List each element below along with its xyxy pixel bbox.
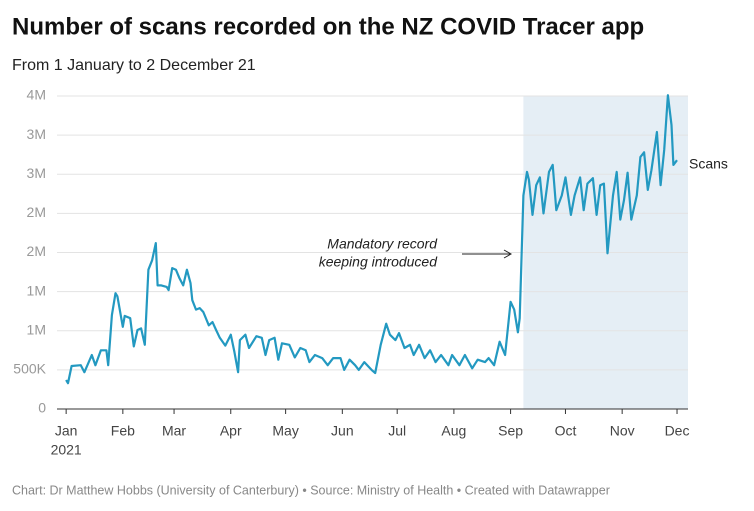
x-tick-label: Apr bbox=[220, 423, 242, 439]
y-tick-label: 3M bbox=[27, 165, 46, 181]
x-tick-label: Jun bbox=[331, 423, 354, 439]
x-tick-label: Mar bbox=[162, 423, 186, 439]
x-tick-label: Feb bbox=[111, 423, 135, 439]
annotation-text: Mandatory record bbox=[327, 236, 438, 252]
y-tick-label: 1M bbox=[27, 282, 46, 298]
x-tick-label: Sep bbox=[498, 423, 523, 439]
x-year-label: 2021 bbox=[51, 442, 82, 458]
x-tick-label: Oct bbox=[555, 423, 577, 439]
chart-title: Number of scans recorded on the NZ COVID… bbox=[12, 13, 644, 40]
y-tick-label: 1M bbox=[27, 321, 46, 337]
y-tick-label: 4M bbox=[27, 87, 46, 103]
y-tick-label: 3M bbox=[27, 126, 46, 142]
x-tick-label: Dec bbox=[665, 423, 690, 439]
y-tick-label: 2M bbox=[27, 243, 46, 259]
y-tick-label: 2M bbox=[27, 204, 46, 220]
series-label: Scans bbox=[689, 156, 728, 172]
annotation-text: keeping introduced bbox=[319, 254, 439, 270]
chart-subtitle: From 1 January to 2 December 21 bbox=[12, 57, 256, 74]
y-tick-label: 0 bbox=[38, 400, 46, 416]
x-tick-label: Jan bbox=[55, 423, 78, 439]
x-tick-label: Jul bbox=[388, 423, 406, 439]
x-tick-label: Aug bbox=[441, 423, 466, 439]
x-tick-label: Nov bbox=[610, 423, 635, 439]
y-tick-label: 500K bbox=[13, 361, 46, 377]
annotation-arrowhead bbox=[503, 249, 513, 259]
x-tick-label: May bbox=[272, 423, 298, 439]
source-note: Chart: Dr Matthew Hobbs (University of C… bbox=[12, 483, 610, 497]
data-line bbox=[65, 94, 678, 385]
